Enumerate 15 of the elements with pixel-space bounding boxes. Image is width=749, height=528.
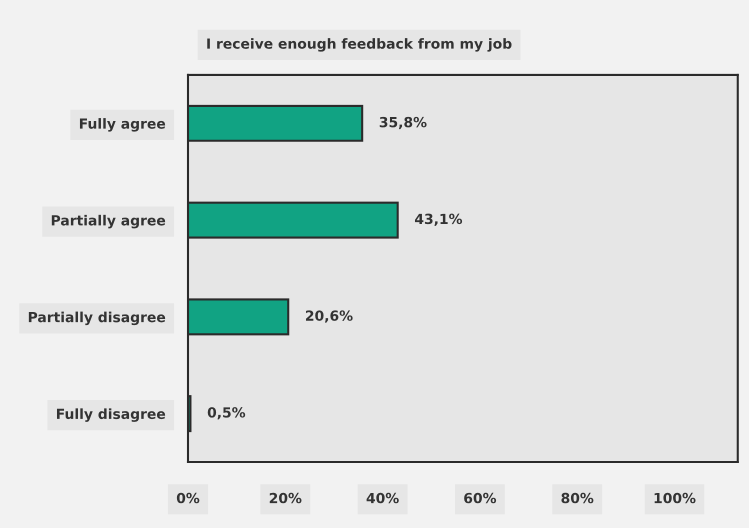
y-tick-label: Fully agree (80, 118, 166, 132)
chart-title: I receive enough feedback from my job (207, 38, 512, 52)
x-tick-label: 60% (464, 492, 496, 504)
y-tick-label: Partially disagree (28, 312, 166, 326)
data-label: 20,6% (306, 310, 353, 323)
y-tick-label: Fully disagree (56, 408, 166, 422)
x-tick-label: 80% (561, 492, 594, 504)
x-tick-label: 100% (654, 492, 696, 504)
x-tick-label: 40% (366, 492, 399, 504)
x-tick-label: 20% (270, 492, 302, 504)
data-label: 43,1% (414, 214, 462, 226)
data-label: 35,8% (380, 116, 427, 130)
y-tick-label: Partially agree (52, 214, 166, 228)
x-tick-label: 0% (176, 492, 200, 504)
data-label: 0,5% (208, 407, 246, 420)
